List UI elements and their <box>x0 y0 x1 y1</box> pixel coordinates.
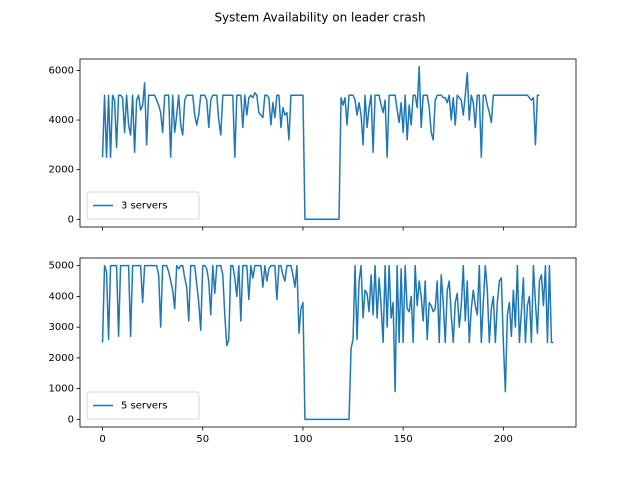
y-tick-label: 0 <box>68 414 74 425</box>
y-tick-label: 6000 <box>49 65 74 76</box>
x-tick-label: 0 <box>99 434 105 445</box>
y-tick-label: 1000 <box>49 384 74 395</box>
y-tick-label: 4000 <box>49 291 74 302</box>
legend-box <box>86 391 200 420</box>
axes-frame <box>79 257 577 428</box>
legend-label: 5 servers <box>121 401 167 412</box>
x-tick-label: 150 <box>394 434 413 445</box>
data-line <box>101 264 554 421</box>
figure-title: System Availability on leader crash <box>214 11 425 25</box>
y-tick-label: 2000 <box>49 353 74 364</box>
axes-frame <box>79 58 577 228</box>
legend-label: 3 servers <box>121 201 167 212</box>
y-tick-label: 5000 <box>49 261 74 272</box>
y-tick-label: 3000 <box>49 322 74 333</box>
x-tick-label: 100 <box>293 434 312 445</box>
x-tick-label: 50 <box>196 434 209 445</box>
y-tick-label: 0 <box>68 214 74 225</box>
y-tick-label: 2000 <box>49 165 74 176</box>
y-tick-label: 4000 <box>49 115 74 126</box>
data-line <box>101 65 540 221</box>
x-tick-label: 200 <box>494 434 513 445</box>
legend-box <box>86 191 200 220</box>
